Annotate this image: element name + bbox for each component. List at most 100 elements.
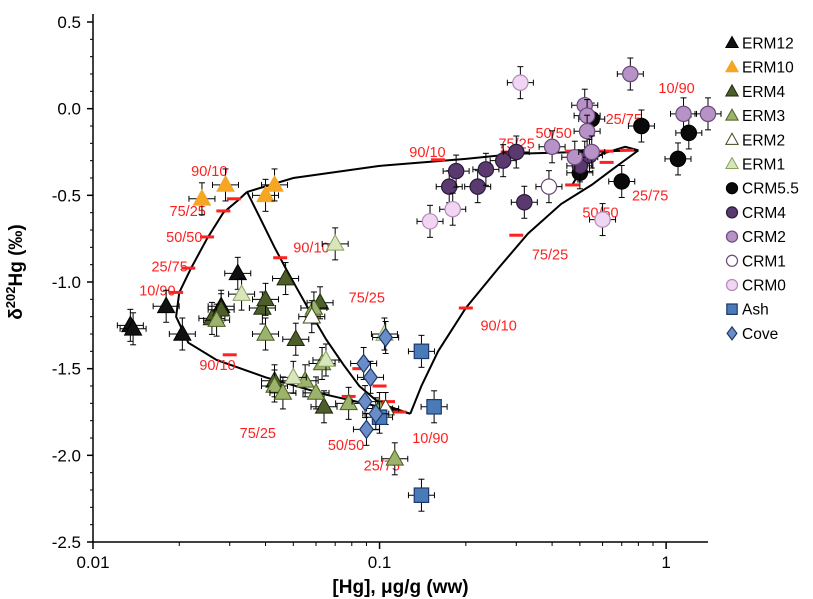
legend-label: CRM1 [742,253,786,270]
series-crm0 [416,66,617,238]
mixing-label: 25/75 [632,188,668,204]
legend-label: ERM10 [742,60,794,77]
axes: -2.5 -2.0 -1.5 -1.0 -0.5 0.0 0.5 0.01 0.1 1 [52,13,708,572]
legend-label: CRM4 [742,205,786,222]
data-point [469,178,486,195]
legend-label: CRM5.5 [742,181,799,198]
data-point [594,211,611,228]
data-point [302,306,322,324]
data-point [633,117,650,135]
data-point [252,297,272,315]
data-point [378,327,394,348]
data-point [680,124,698,142]
series-crm1 [535,170,563,204]
data-point [444,200,461,218]
legend-marker [724,132,740,145]
legend-label: CRM0 [742,278,786,295]
data-point [368,403,384,424]
data-point [413,343,430,360]
legend-marker [724,156,740,170]
data-point [123,318,143,336]
legend-marker [725,278,739,292]
mixing-label: 25/75 [606,112,642,128]
mixing-label: 75/25 [240,426,276,442]
data-point [385,448,405,466]
data-point [228,263,248,281]
series-crm2 [538,57,722,174]
mixing-label: 50/50 [535,126,571,142]
mixing-label: 75/25 [349,291,385,307]
legend: ERM12 ERM10 ERM4 ERM3 ERM2 ERM1 CRM5.5 CRM4 CRM2… [724,35,799,343]
legend-label: ERM1 [742,157,785,174]
legend-item: ERM4 [724,83,785,101]
y-axis-title: δ202Hg (‰) [3,224,28,320]
data-point [306,382,326,400]
mixing-label: 25/75 [151,259,187,275]
legend-item: ERM12 [724,35,794,53]
data-point [357,391,373,412]
mixing-label: 10/90 [658,81,694,97]
data-point [232,284,251,301]
legend-marker [725,206,739,219]
legend-item: CRM0 [725,278,786,295]
x-axis-title: [Hg], μg/g (ww) [332,577,468,598]
data-point [283,367,303,385]
legend-item: CRM5.5 [725,181,799,198]
mixing-label: 90/10 [409,145,445,161]
series-cove [350,320,400,446]
data-point [494,152,512,169]
data-point [156,296,176,314]
data-point [256,289,275,307]
data-point [583,143,600,161]
data-point [192,188,212,206]
legend-marker [724,59,740,73]
series-erm10 [188,168,289,216]
data-point [286,329,306,346]
mixing-label: 75/25 [532,247,568,263]
legend-marker [726,325,738,341]
data-point [358,419,374,440]
data-point [699,105,717,123]
data-point [273,382,293,400]
y-tick-label: 0.5 [57,13,81,32]
mixing-curve [175,191,411,415]
mixing-lines: 90/10 75/25 50/50 25/75 10/90 90/10 75/25 90/10… [139,81,694,475]
y-tick-label: -0.5 [52,186,81,205]
y-axis-title-superscript: 202 [3,287,18,309]
y-axis-title-prefix: δ [6,308,27,320]
data-point [325,233,345,251]
data-point [543,138,561,156]
mixing-curve [409,149,639,415]
legend-marker [724,108,740,121]
data-point [316,349,336,367]
x-tick-label: 0.1 [368,553,392,572]
legend-item: CRM2 [725,229,786,246]
mixing-label: 90/10 [199,358,235,374]
data-point [256,323,275,341]
series-ash [366,334,448,512]
data-point [578,122,596,140]
legend-item: ERM1 [724,156,785,174]
legend-marker [725,254,739,267]
data-point [477,161,495,178]
legend-label: ERM4 [742,84,785,101]
data-points [116,57,722,512]
data-point [675,105,692,123]
legend-item: ERM10 [724,59,794,77]
data-point [207,310,227,327]
mixing-label: 90/10 [191,164,227,180]
legend-marker [725,182,739,195]
legend-marker [724,35,740,49]
data-point [172,323,192,341]
data-point [356,353,372,374]
mixing-label: 10/90 [139,284,175,300]
legend-label: ERM3 [742,108,785,125]
legend-marker [724,83,740,97]
data-point [421,213,439,230]
legend-label: Ash [742,302,769,319]
data-point [622,65,639,83]
y-tick-label: -1.0 [52,273,81,292]
data-point [276,268,296,286]
legend-item: Cove [726,325,778,343]
data-point [256,185,275,203]
